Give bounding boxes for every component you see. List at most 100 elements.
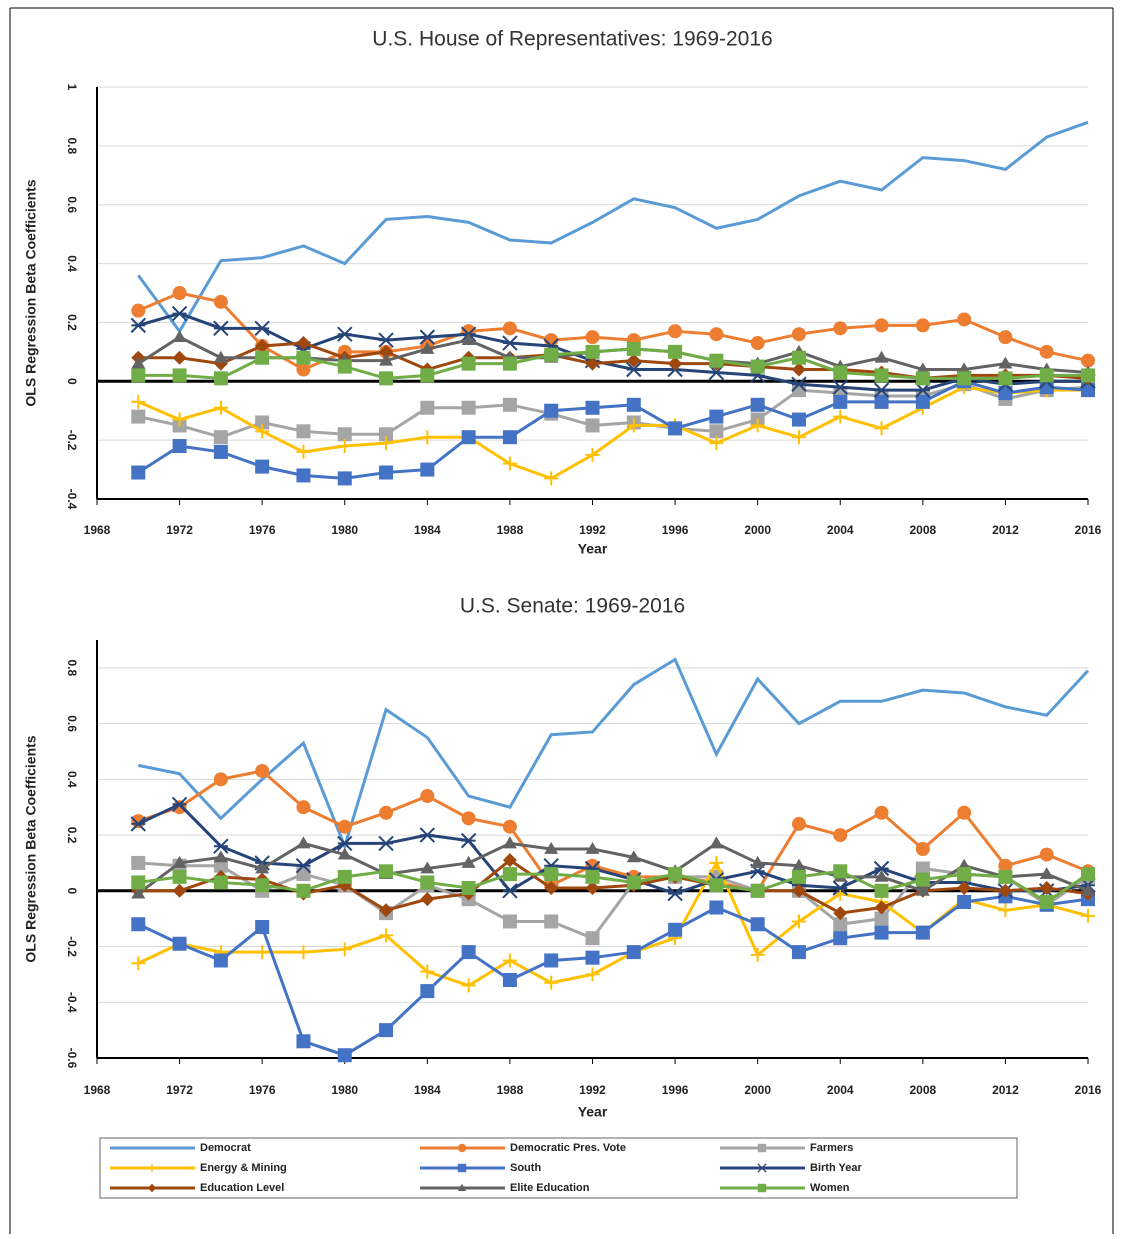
- marker: [337, 835, 353, 852]
- chart-title: U.S. House of Representatives: 1969-2016: [372, 28, 772, 51]
- x-tick-label: 2012: [992, 1083, 1019, 1097]
- marker: [131, 956, 146, 971]
- marker: [915, 394, 930, 409]
- marker: [750, 917, 765, 932]
- marker: [255, 878, 270, 893]
- legend-marker: [757, 1163, 767, 1173]
- marker: [378, 332, 394, 348]
- marker: [461, 356, 476, 371]
- marker: [585, 950, 600, 965]
- marker: [957, 312, 972, 327]
- marker: [915, 861, 930, 876]
- marker: [750, 883, 765, 898]
- marker: [172, 412, 187, 427]
- y-tick-label: 0: [65, 887, 79, 894]
- marker: [915, 382, 931, 398]
- x-tick-label: 1996: [662, 523, 689, 537]
- marker: [131, 917, 146, 932]
- marker: [461, 333, 476, 345]
- marker: [172, 439, 187, 454]
- marker: [874, 805, 889, 820]
- marker: [709, 836, 724, 849]
- marker: [915, 371, 930, 386]
- marker: [502, 456, 517, 471]
- marker: [213, 294, 228, 309]
- marker: [379, 353, 394, 366]
- legend-marker: [457, 1163, 467, 1173]
- series-line: [137, 120, 1089, 334]
- x-tick-label: 2000: [744, 523, 771, 537]
- marker: [544, 842, 559, 854]
- marker: [419, 827, 436, 843]
- marker: [1039, 847, 1054, 862]
- marker: [131, 303, 146, 318]
- marker: [213, 850, 228, 863]
- marker: [791, 430, 806, 445]
- marker: [255, 459, 270, 474]
- x-tick-label: 1992: [579, 523, 606, 537]
- marker: [998, 903, 1013, 918]
- marker: [502, 356, 517, 371]
- x-tick-label: 2012: [992, 523, 1019, 537]
- x-tick-label: 1992: [579, 1083, 606, 1097]
- marker: [419, 329, 436, 345]
- x-tick-label: 1968: [84, 523, 111, 537]
- x-tick-label: 2000: [744, 1083, 771, 1097]
- marker: [502, 914, 517, 929]
- x-axis-label: Year: [578, 541, 608, 557]
- series-line: [137, 657, 1090, 851]
- marker: [461, 945, 476, 960]
- marker: [874, 883, 889, 898]
- x-tick-label: 1984: [414, 523, 441, 537]
- marker: [502, 972, 517, 987]
- marker: [502, 335, 518, 351]
- marker: [337, 439, 352, 454]
- marker: [420, 892, 435, 907]
- x-tick-label: 2016: [1075, 523, 1102, 537]
- y-tick-label: 0.8: [65, 660, 79, 677]
- legend-label: Elite Education: [510, 1182, 590, 1194]
- marker: [420, 400, 435, 415]
- marker: [833, 321, 848, 336]
- marker: [626, 850, 641, 863]
- marker: [791, 327, 806, 342]
- marker: [791, 362, 806, 377]
- y-tick-label: 0.6: [65, 715, 79, 732]
- marker: [502, 819, 517, 834]
- marker: [873, 860, 890, 877]
- marker: [502, 321, 517, 336]
- marker: [255, 861, 270, 874]
- x-tick-label: 1968: [84, 1083, 111, 1097]
- marker: [585, 447, 600, 462]
- marker: [420, 462, 435, 477]
- marker: [709, 327, 724, 342]
- marker: [915, 925, 930, 940]
- marker: [832, 379, 848, 395]
- marker: [874, 318, 889, 333]
- marker: [255, 424, 270, 439]
- marker: [255, 415, 270, 430]
- marker: [668, 922, 683, 937]
- marker: [420, 984, 435, 999]
- marker: [420, 430, 435, 445]
- marker: [915, 842, 930, 856]
- marker: [379, 344, 394, 359]
- marker: [461, 855, 476, 868]
- marker: [296, 800, 311, 815]
- x-tick-label: 1984: [414, 1083, 441, 1097]
- marker: [337, 942, 352, 957]
- x-tick-label: 2016: [1075, 1083, 1102, 1097]
- x-tick-label: 1980: [331, 1083, 358, 1097]
- marker: [626, 353, 641, 368]
- marker: [998, 356, 1013, 369]
- marker: [420, 861, 435, 874]
- marker: [668, 356, 683, 371]
- legend-label: Democratic Pres. Vote: [510, 1142, 626, 1154]
- marker: [585, 330, 600, 345]
- x-tick-label: 2004: [827, 1083, 854, 1097]
- marker: [213, 838, 229, 854]
- marker: [420, 875, 435, 890]
- marker: [213, 430, 228, 445]
- marker: [461, 881, 476, 896]
- marker: [379, 928, 394, 943]
